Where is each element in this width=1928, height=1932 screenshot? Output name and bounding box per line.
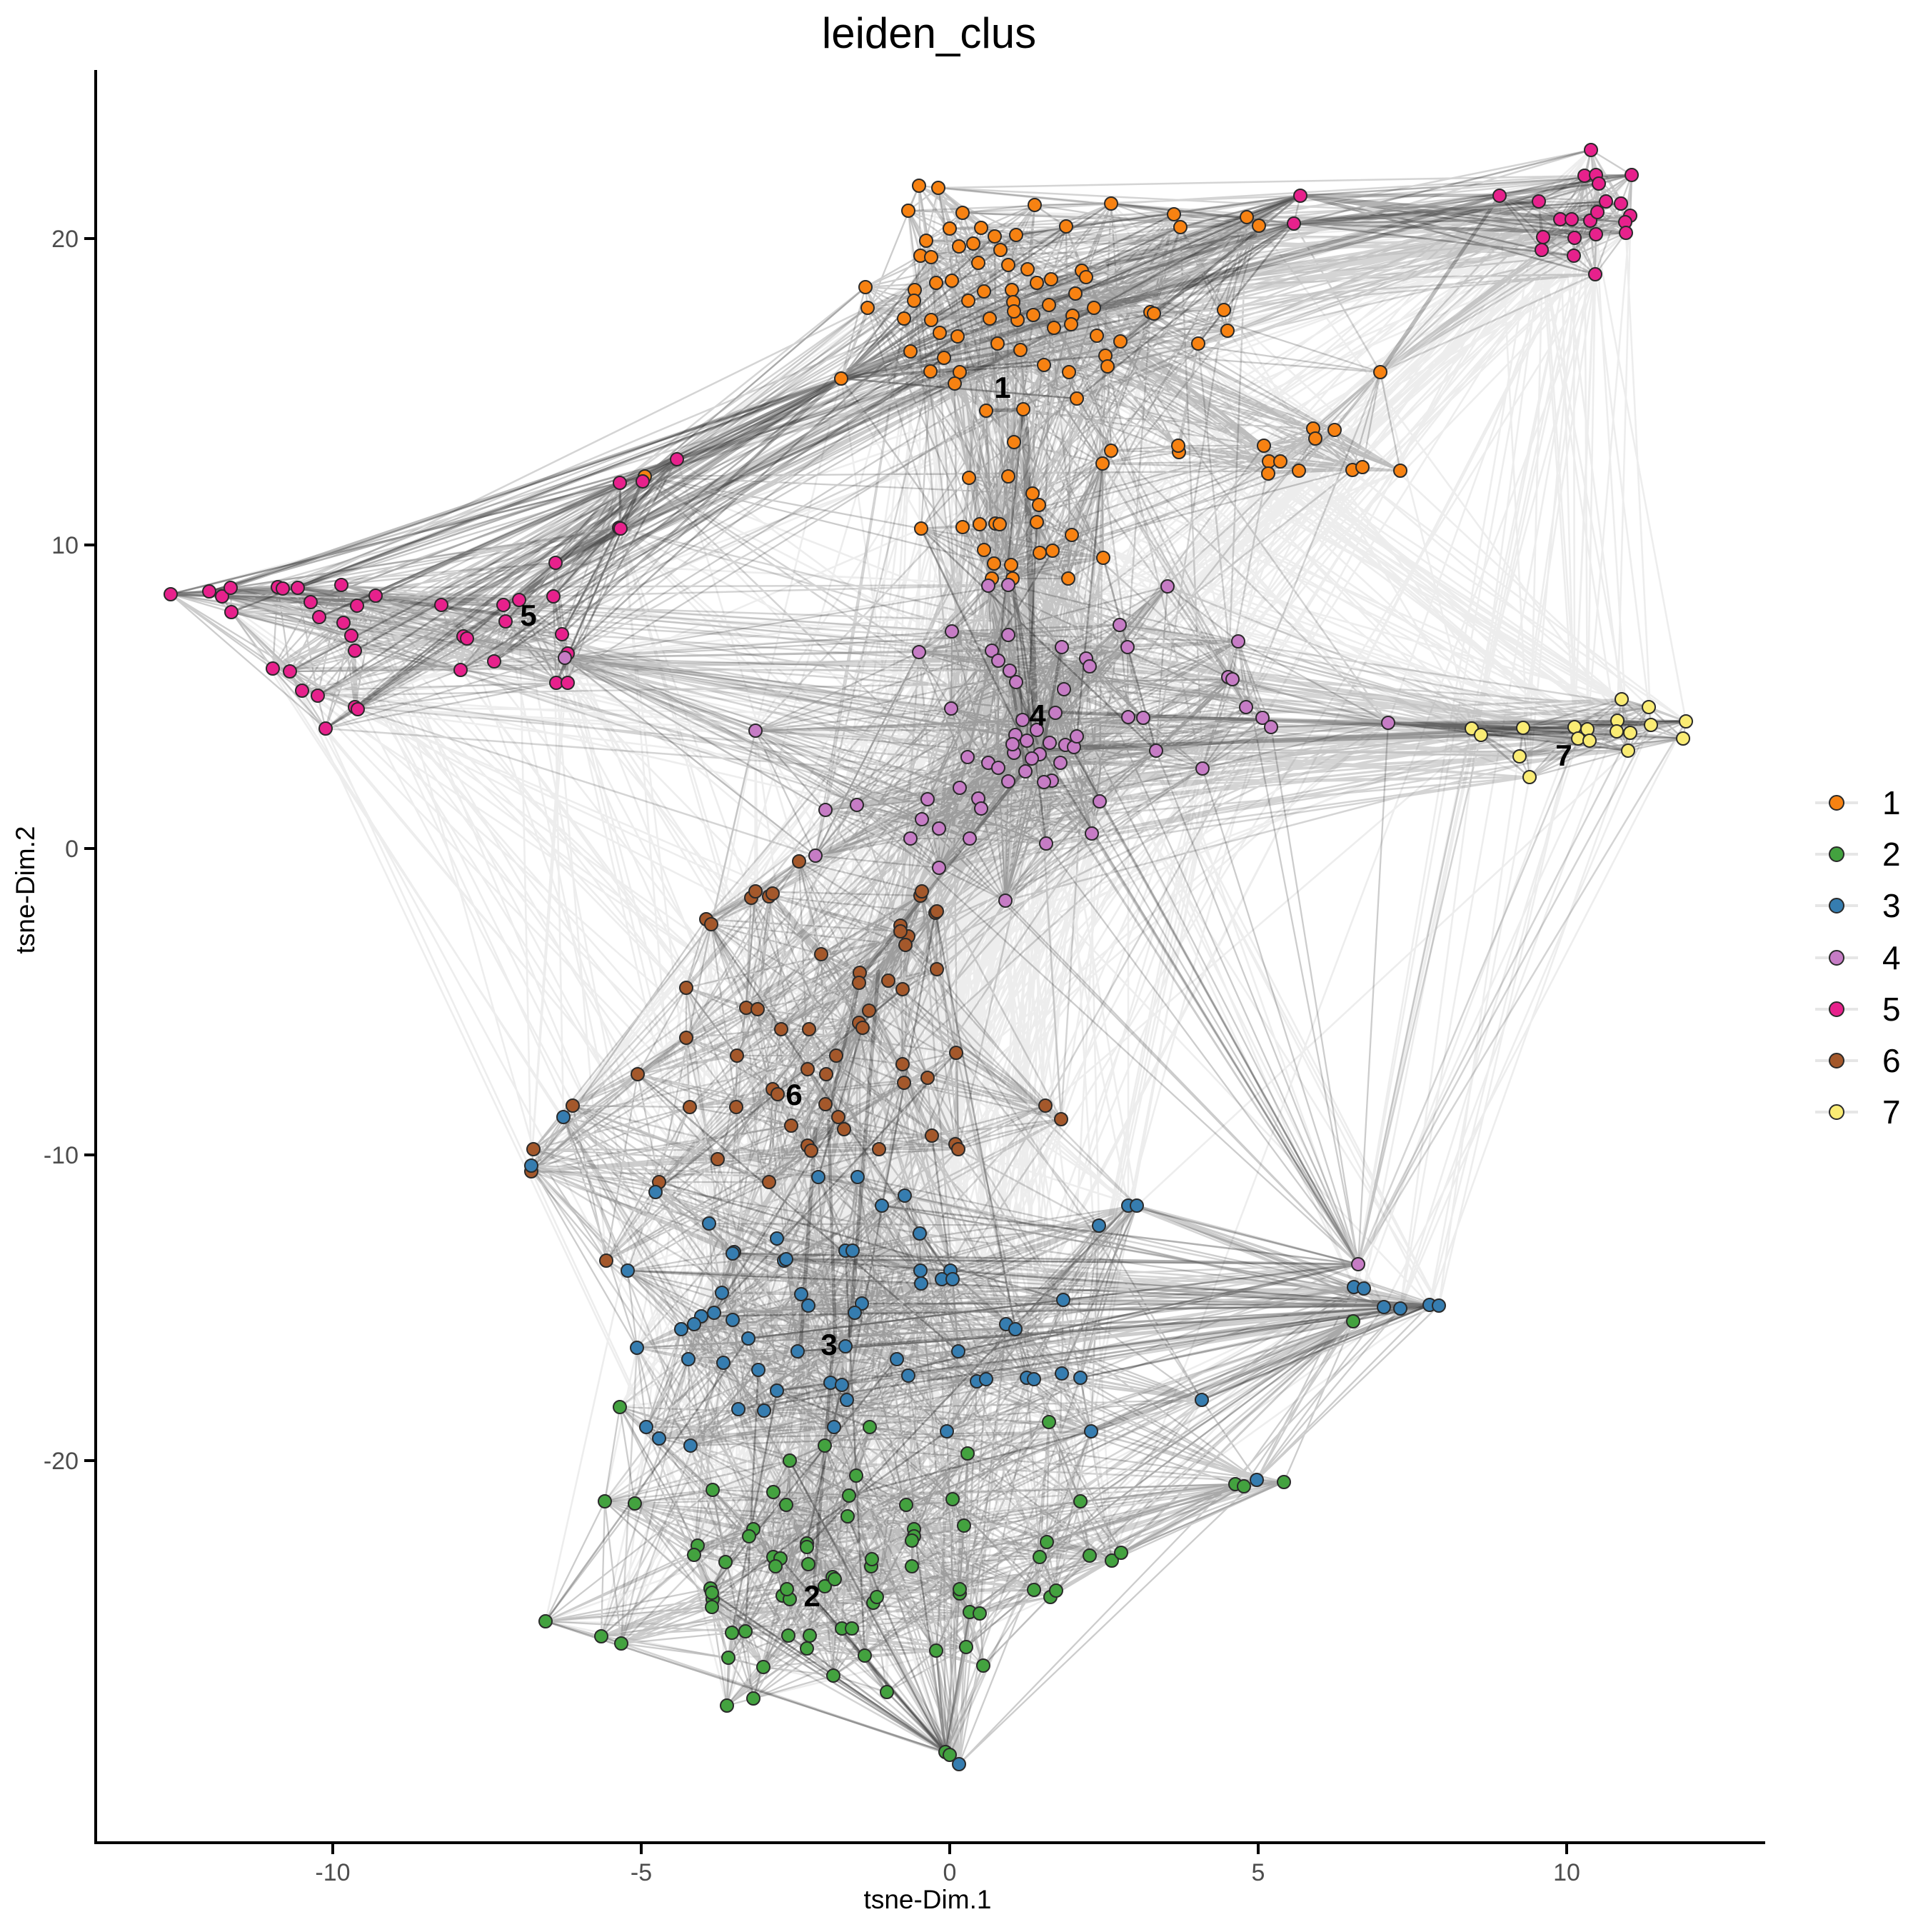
svg-text:leiden_clus: leiden_clus bbox=[822, 9, 1036, 57]
svg-text:-10: -10 bbox=[44, 1142, 79, 1169]
svg-text:tsne-Dim.1: tsne-Dim.1 bbox=[864, 1885, 992, 1914]
svg-text:7: 7 bbox=[1882, 1093, 1901, 1131]
svg-text:4: 4 bbox=[1882, 939, 1901, 976]
svg-text:0: 0 bbox=[65, 836, 79, 863]
svg-text:1: 1 bbox=[994, 371, 1010, 404]
svg-text:-10: -10 bbox=[315, 1859, 350, 1886]
svg-text:10: 10 bbox=[51, 532, 79, 559]
svg-text:5: 5 bbox=[1882, 991, 1901, 1028]
svg-text:2: 2 bbox=[803, 1579, 820, 1613]
svg-text:3: 3 bbox=[820, 1328, 837, 1361]
svg-text:-20: -20 bbox=[44, 1448, 79, 1475]
svg-text:3: 3 bbox=[1882, 887, 1901, 924]
svg-text:7: 7 bbox=[1555, 739, 1572, 772]
svg-text:6: 6 bbox=[785, 1078, 802, 1111]
svg-text:20: 20 bbox=[51, 226, 79, 253]
svg-text:4: 4 bbox=[1029, 699, 1046, 732]
svg-text:tsne-Dim.2: tsne-Dim.2 bbox=[11, 826, 40, 954]
svg-text:10: 10 bbox=[1553, 1859, 1580, 1886]
svg-text:5: 5 bbox=[520, 599, 536, 632]
svg-text:-5: -5 bbox=[631, 1859, 652, 1886]
svg-text:2: 2 bbox=[1882, 836, 1901, 873]
svg-text:1: 1 bbox=[1882, 784, 1901, 821]
svg-text:5: 5 bbox=[1252, 1859, 1265, 1886]
svg-text:0: 0 bbox=[943, 1859, 957, 1886]
svg-text:6: 6 bbox=[1882, 1042, 1901, 1079]
